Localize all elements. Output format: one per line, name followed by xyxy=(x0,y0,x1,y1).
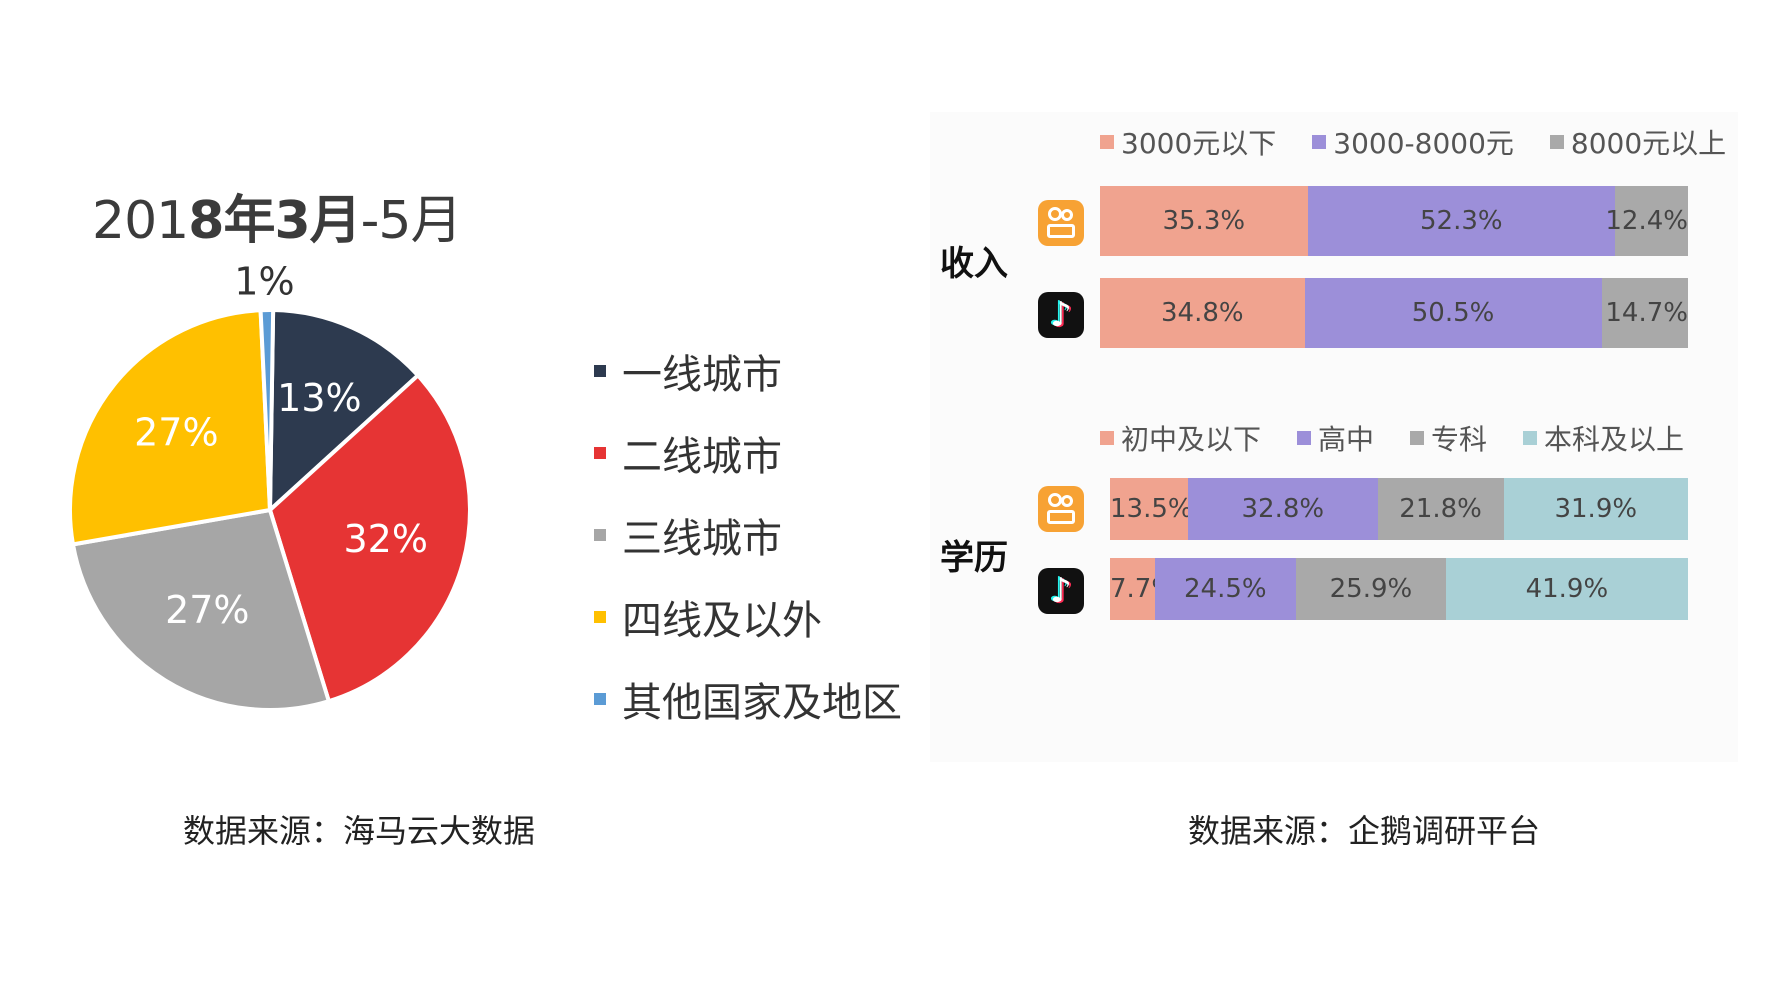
bar-legend-item: 本科及以上 xyxy=(1523,418,1684,458)
pie-slice-first-tier xyxy=(267,307,421,515)
bar-legend-label: 3000元以下 xyxy=(1121,127,1277,160)
bar-legend-swatch xyxy=(1100,431,1114,445)
bar-legend-swatch xyxy=(1523,431,1538,445)
bar-legend-item: 初中及以下 xyxy=(1100,418,1261,458)
bar-legend-item: 3000-8000元 xyxy=(1312,122,1514,162)
bar-segment: 21.8% xyxy=(1377,478,1504,540)
legend-swatch xyxy=(594,611,606,623)
pie-title: 2018年3月-5月 xyxy=(92,178,462,253)
bar-legend-label: 初中及以下 xyxy=(1121,423,1262,456)
bar-segment: 7.7% xyxy=(1110,558,1176,620)
douyin-icon: ♪ xyxy=(1038,292,1084,338)
legend-label: 二线城市 xyxy=(622,434,782,480)
bar-segment: 35.3% xyxy=(1100,186,1308,256)
bar-segment: 50.5% xyxy=(1304,278,1602,348)
pie-title-part: 201 xyxy=(92,191,189,251)
legend-item-first-tier: 一线城市 xyxy=(594,330,902,412)
income-legend: 3000元以下 3000-8000元 8000元以上 xyxy=(1100,122,1762,162)
bar-legend-label: 高中 xyxy=(1318,423,1375,456)
pie-data-label: 1% xyxy=(234,260,294,304)
pie-data-label: 32% xyxy=(344,517,428,561)
bar-legend-item: 8000元以上 xyxy=(1549,122,1727,162)
pie-slice-third-tier xyxy=(70,507,332,712)
bar-legend-swatch xyxy=(1410,431,1425,445)
bar-legend-label: 专科 xyxy=(1431,423,1488,456)
bar-legend-label: 8000元以上 xyxy=(1570,127,1727,160)
legend-item-fourth-tier: 四线及以外 xyxy=(594,576,902,658)
pie-title-bold-part: 8年3月 xyxy=(188,191,361,251)
legend-item-third-tier: 三线城市 xyxy=(594,494,902,576)
pie-data-label: 27% xyxy=(165,588,249,632)
bar-segment: 34.8% xyxy=(1100,278,1305,348)
education-legend: 初中及以下 高中 专科 本科及以上 xyxy=(1100,418,1720,458)
kuaishou-icon xyxy=(1038,200,1084,246)
education-label: 学历 xyxy=(940,538,1008,578)
pie-slice-second-tier xyxy=(267,372,472,704)
legend-swatch xyxy=(594,529,606,541)
income-bar-douyin: 34.8% 50.5% 14.7% xyxy=(1100,278,1688,348)
pie-source-note: 数据来源：海马云大数据 xyxy=(183,812,536,850)
bar-source-note: 数据来源：企鹅调研平台 xyxy=(1188,812,1541,850)
income-bar-kuaishou: 35.3% 52.3% 12.4% xyxy=(1100,186,1688,256)
bar-segment: 32.8% xyxy=(1188,478,1378,540)
legend-swatch xyxy=(594,365,606,377)
bar-legend-swatch xyxy=(1549,135,1564,149)
bar-segment: 31.9% xyxy=(1503,478,1688,540)
pie-panel: 2018年3月-5月 13% 32% 27% 27% 1% 一线城市二线城市三线城市四线… xyxy=(68,178,902,850)
pie-slice-fourth-tier xyxy=(68,308,273,547)
legend-item-other: 其他国家及地区 xyxy=(594,658,902,740)
legend-label: 一线城市 xyxy=(622,352,782,398)
bar-legend-swatch xyxy=(1297,431,1312,445)
bar-segment: 24.5% xyxy=(1154,558,1297,620)
pie-data-label: 13% xyxy=(277,376,361,420)
bar-panel: 3000元以下 3000-8000元 8000元以上 收入 初中及以下 高中 专科 本科及… xyxy=(930,112,1738,762)
legend-label: 三线城市 xyxy=(622,516,782,562)
douyin-icon: ♪ xyxy=(1038,568,1084,614)
bar-legend-label: 3000-8000元 xyxy=(1333,127,1514,160)
income-label: 收入 xyxy=(940,244,1008,284)
education-bar-kuaishou: 13.5% 32.8% 21.8% 31.9% xyxy=(1110,478,1688,540)
bar-segment: 14.7% xyxy=(1601,278,1688,348)
kuaishou-icon xyxy=(1038,486,1084,532)
bar-legend-swatch xyxy=(1312,135,1327,149)
legend-item-second-tier: 二线城市 xyxy=(594,412,902,494)
bar-segment: 25.9% xyxy=(1296,558,1446,620)
education-bar-douyin: 7.7% 24.5% 25.9% 41.9% xyxy=(1110,558,1688,620)
legend-swatch xyxy=(594,447,606,459)
legend-swatch xyxy=(594,693,606,705)
bar-legend-item: 高中 xyxy=(1297,418,1374,458)
pie-data-label: 27% xyxy=(134,410,218,454)
bar-segment: 52.3% xyxy=(1307,186,1616,256)
bar-legend-label: 本科及以上 xyxy=(1544,423,1685,456)
bar-legend-swatch xyxy=(1100,135,1114,149)
bar-segment: 12.4% xyxy=(1605,186,1688,256)
bar-segment: 13.5% xyxy=(1110,478,1193,540)
legend-label: 其他国家及地区 xyxy=(622,680,902,726)
bar-legend-item: 专科 xyxy=(1410,418,1487,458)
pie-legend: 一线城市二线城市三线城市四线及以外其他国家及地区 xyxy=(594,330,902,740)
bar-segment: 41.9% xyxy=(1445,558,1688,620)
pie-chart: 13% 32% 27% 27% 1% xyxy=(68,260,472,712)
legend-label: 四线及以外 xyxy=(622,598,822,644)
pie-slice-other xyxy=(258,308,276,511)
pie-title-part: -5月 xyxy=(360,191,463,251)
bar-legend-item: 3000元以下 xyxy=(1100,122,1276,162)
